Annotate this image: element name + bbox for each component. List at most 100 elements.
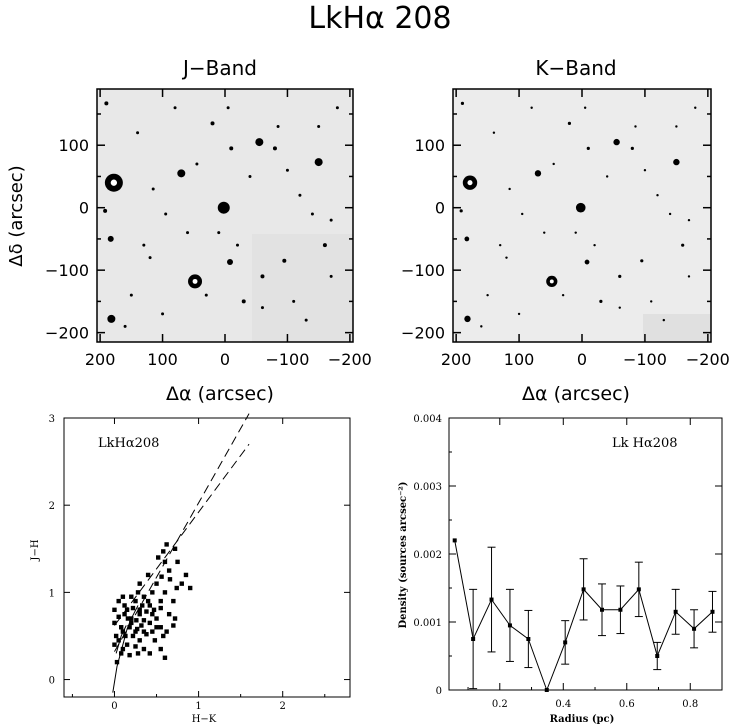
k-band-star [567, 121, 572, 125]
j-band-star [136, 131, 140, 135]
k-band-star-core [549, 279, 554, 284]
density-point [563, 640, 568, 645]
k-band-star [486, 293, 489, 297]
density-frame [448, 417, 723, 691]
ccd-point [133, 644, 138, 649]
k-band-star [492, 131, 496, 134]
density-xlabel: Radius (pc) [550, 714, 615, 725]
k-band-star-core [467, 180, 473, 186]
k-band-image-background [453, 89, 711, 342]
density-label: Lk Hα208 [612, 436, 678, 451]
j-band-star [217, 201, 230, 214]
k-band-star [640, 259, 644, 263]
ccd-point [116, 614, 121, 619]
j-band-y-tick-label: 100 [58, 136, 89, 155]
k-band-star [459, 209, 463, 213]
j-band-star [210, 121, 215, 126]
j-band-star [104, 101, 109, 106]
density-point [618, 607, 623, 612]
k-band-y-tick-label: −100 [401, 261, 445, 280]
k-band-image-tile [643, 314, 711, 342]
ccd-point [137, 638, 142, 643]
k-band-star [694, 106, 697, 109]
ccd-point [150, 611, 155, 617]
ccd-point [144, 609, 149, 614]
k-band-x-tick-label: −100 [623, 350, 667, 369]
j-band-star [103, 208, 108, 213]
ccd-point [140, 603, 145, 608]
ccd-point [154, 581, 159, 586]
density-point [507, 623, 512, 628]
k-band-star [681, 243, 685, 247]
ccd-point [130, 605, 136, 611]
k-band-star [498, 243, 502, 247]
ccd-point [127, 652, 132, 658]
j-band-star [142, 243, 146, 247]
k-band-star [662, 318, 666, 322]
k-band-star [675, 125, 678, 128]
j-band-star [335, 106, 339, 110]
ccd-point [154, 625, 159, 630]
ccd-point [183, 572, 189, 578]
ccd-point [174, 585, 179, 591]
density-y-tick-label: 0.004 [413, 414, 442, 425]
k-band-star [643, 169, 647, 172]
k-band-star [543, 231, 546, 234]
ccd-point [123, 633, 128, 639]
k-band-star [561, 293, 565, 297]
j-band-y-tick-label: −100 [45, 261, 89, 280]
ccd-frame [63, 417, 351, 698]
j-band-star [235, 243, 239, 247]
ccd-point [122, 611, 127, 617]
ccd-giant-locus [115, 625, 127, 654]
ccd-point [139, 623, 144, 628]
density-y-tick-label: 0 [436, 686, 442, 697]
density-point [655, 654, 660, 658]
j-band-star-core [110, 179, 118, 186]
j-band-star [173, 106, 177, 110]
j-band-star [123, 324, 127, 328]
j-band-star [229, 146, 234, 151]
j-band-star-core [192, 278, 198, 284]
density-y-tick-label: 0.002 [413, 550, 442, 561]
images-ylabel: Δδ (arcsec) [6, 165, 27, 266]
density-ylabel: Density (sources arcsec⁻²) [398, 481, 409, 628]
j-band-image-panel: 200 100 0 −100 −200 100 0 −100 −200 [45, 88, 372, 369]
j-band-star [310, 212, 314, 216]
ccd-point [162, 559, 168, 565]
j-band-title: J−Band [181, 56, 257, 80]
ccd-point [124, 607, 130, 613]
ccd-ylabel: J−H [30, 539, 41, 561]
ccd-point [133, 629, 138, 634]
ccd-point [150, 629, 155, 634]
k-band-star [634, 125, 637, 128]
j-band-star [298, 193, 302, 197]
ccd-point [144, 632, 149, 637]
ccd-point [112, 620, 117, 626]
ccd-point [154, 616, 159, 621]
k-band-star [599, 299, 603, 303]
j-band-y-tick-label: −200 [45, 324, 89, 343]
density-point [636, 587, 641, 592]
density-point [544, 688, 549, 692]
ccd-y-tick-label: 0 [49, 676, 55, 687]
ccd-point [162, 655, 168, 660]
k-band-star [630, 146, 634, 150]
k-band-x-tick-label: 100 [504, 350, 535, 369]
j-band-x-tick-label: 100 [147, 350, 178, 369]
ccd-point [175, 559, 180, 565]
j-band-image-tile [252, 234, 353, 342]
ccd-point [135, 590, 141, 595]
k-band-star [583, 106, 587, 109]
ccd-point [112, 642, 117, 647]
density-x-tick-label: 0.8 [682, 699, 698, 710]
ccd-point [129, 616, 134, 621]
ccd-point [150, 590, 155, 595]
j-band-star [226, 106, 230, 110]
ccd-point [159, 574, 164, 579]
k-band-star [464, 236, 470, 242]
ccd-point [145, 572, 151, 578]
ccd-point [114, 659, 120, 665]
ccd-point [112, 607, 117, 613]
ccd-point [120, 594, 126, 599]
